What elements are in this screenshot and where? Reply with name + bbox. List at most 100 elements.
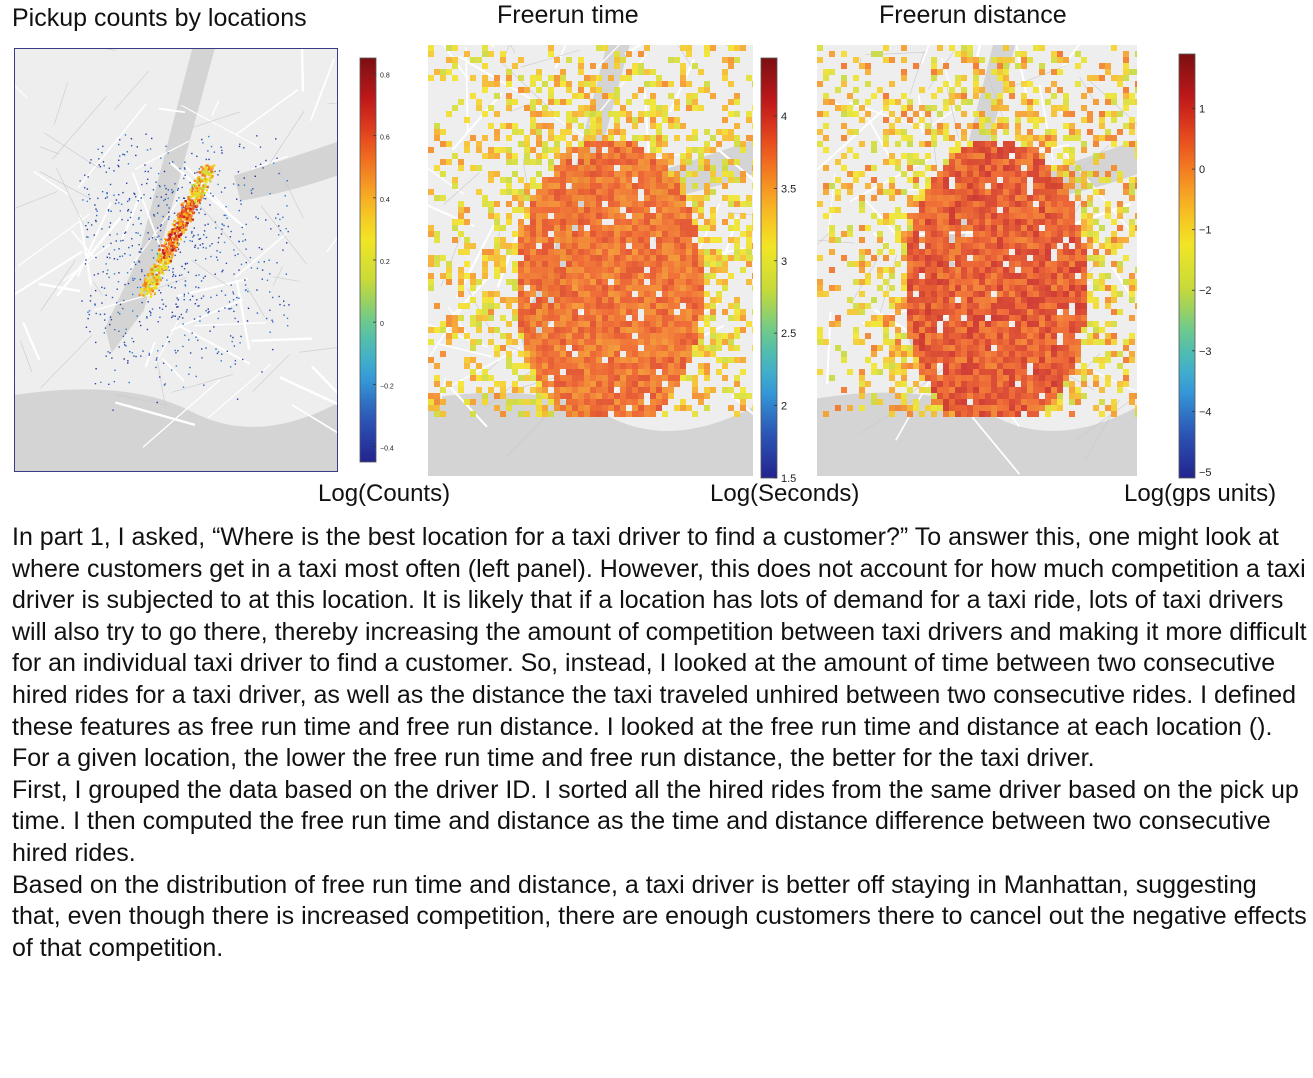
pickup-point: [261, 371, 263, 373]
heat-cell: [494, 345, 500, 351]
heat-cell: [644, 111, 650, 117]
heat-cell: [949, 165, 955, 171]
heat-cell: [482, 255, 488, 261]
heat-cell: [440, 129, 446, 135]
heat-cell: [1063, 267, 1069, 273]
heat-cell: [506, 303, 512, 309]
heat-cell: [644, 171, 650, 177]
heat-cell: [596, 273, 602, 279]
heat-cell: [841, 231, 847, 237]
heat-cell: [985, 171, 991, 177]
heat-cell: [518, 297, 524, 303]
heat-cell: [512, 339, 518, 345]
pickup-point: [209, 330, 211, 332]
heat-cell: [680, 321, 686, 327]
pickup-point: [160, 196, 163, 198]
pickup-point: [116, 302, 118, 304]
pickup-cell: [150, 270, 154, 274]
heat-cell: [680, 345, 686, 351]
pickup-cell: [161, 255, 164, 259]
pickup-point: [98, 164, 100, 166]
heat-cell: [961, 207, 967, 213]
pickup-cell: [171, 240, 174, 244]
heat-cell: [1051, 207, 1057, 213]
pickup-point: [125, 345, 127, 347]
heat-cell: [662, 81, 668, 87]
heat-cell: [614, 141, 620, 147]
heat-cell: [979, 147, 985, 153]
heat-cell: [1075, 279, 1081, 285]
heat-cell: [530, 225, 536, 231]
heat-cell: [488, 303, 494, 309]
heat-cell: [482, 81, 488, 87]
pickup-point: [145, 133, 147, 135]
heat-cell: [518, 363, 524, 369]
heat-cell: [698, 87, 704, 93]
heat-cell: [1009, 201, 1015, 207]
pickup-point: [171, 311, 174, 314]
heat-cell: [1075, 267, 1081, 273]
heat-cell: [554, 201, 560, 207]
heat-cell: [925, 153, 931, 159]
heat-cell: [470, 75, 476, 81]
heat-cell: [668, 291, 674, 297]
pickup-point: [221, 149, 223, 152]
heat-cell: [590, 267, 596, 273]
heat-cell: [1087, 117, 1093, 123]
heat-cell: [668, 231, 674, 237]
heat-cell: [614, 243, 620, 249]
heat-cell: [728, 129, 734, 135]
heat-cell: [680, 153, 686, 159]
heat-cell: [584, 219, 590, 225]
pickup-point: [104, 197, 107, 199]
pickup-point: [208, 310, 210, 313]
pickup-point: [259, 146, 262, 148]
heat-cell: [1123, 207, 1129, 213]
heat-cell: [596, 369, 602, 375]
heat-cell: [704, 45, 710, 51]
heat-cell: [590, 363, 596, 369]
pickup-cell: [185, 214, 189, 218]
heat-cell: [937, 201, 943, 207]
heat-cell: [596, 123, 602, 129]
heat-cell: [901, 111, 907, 117]
heat-cell: [722, 75, 728, 81]
heat-cell: [638, 351, 644, 357]
heat-cell: [752, 405, 753, 411]
heat-cell: [674, 195, 680, 201]
heat-cell: [554, 99, 560, 105]
pickup-cell: [190, 192, 194, 196]
heat-cell: [542, 351, 548, 357]
heat-cell: [524, 105, 530, 111]
heat-cell: [1063, 261, 1069, 267]
map-road: [448, 385, 488, 428]
heat-cell: [542, 183, 548, 189]
heat-cell: [1081, 219, 1087, 225]
pickup-point: [168, 340, 170, 343]
heat-cell: [1009, 141, 1015, 147]
pickup-point: [158, 235, 160, 237]
heat-cell: [997, 213, 1003, 219]
heat-cell: [470, 279, 476, 285]
heat-cell: [602, 351, 608, 357]
heat-cell: [566, 153, 572, 159]
pickup-point: [87, 176, 89, 178]
heat-cell: [943, 291, 949, 297]
heat-cell: [692, 93, 698, 99]
heat-cell: [596, 237, 602, 243]
heat-cell: [632, 201, 638, 207]
heat-cell: [668, 243, 674, 249]
heat-cell: [650, 111, 656, 117]
heat-cell: [596, 345, 602, 351]
heat-cell: [584, 381, 590, 387]
heat-cell: [883, 57, 889, 63]
heat-cell: [973, 213, 979, 219]
heat-cell: [662, 387, 668, 393]
heat-cell: [440, 195, 446, 201]
heat-cell: [973, 57, 979, 63]
heat-cell: [925, 111, 931, 117]
pickup-point: [243, 184, 246, 186]
pickup-point: [99, 165, 102, 168]
heat-cell: [991, 147, 997, 153]
heat-cell: [931, 243, 937, 249]
